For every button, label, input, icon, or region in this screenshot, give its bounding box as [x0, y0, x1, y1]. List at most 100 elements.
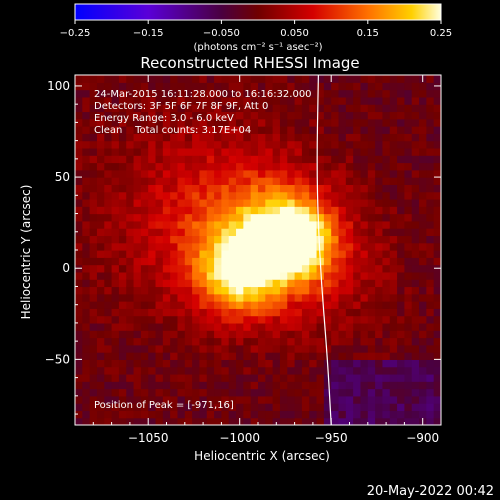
heatmap-cell: [419, 198, 427, 207]
heatmap-cell: [228, 191, 237, 200]
heatmap-cell: [192, 82, 201, 91]
heatmap-cell: [214, 271, 222, 280]
heatmap-cell: [360, 344, 369, 353]
heatmap-cell: [228, 352, 237, 360]
heatmap-cell: [243, 111, 252, 120]
heatmap-cell: [118, 279, 127, 288]
heatmap-cell: [397, 96, 405, 105]
heatmap-cell: [89, 271, 98, 280]
heatmap-cell: [199, 344, 208, 353]
heatmap-cell: [419, 228, 427, 237]
heatmap-cell: [104, 381, 113, 390]
heatmap-cell: [206, 417, 215, 425]
heatmap-cell: [184, 104, 193, 113]
heatmap-cell: [221, 242, 230, 251]
heatmap-cell: [323, 118, 332, 127]
heatmap-cell: [272, 410, 281, 419]
heatmap-cell: [155, 373, 164, 382]
heatmap-cell: [367, 220, 376, 229]
heatmap-cell: [206, 330, 215, 339]
heatmap-cell: [148, 133, 157, 142]
heatmap-cell: [375, 279, 384, 288]
heatmap-cell: [206, 118, 215, 127]
heatmap-cell: [411, 257, 420, 266]
heatmap-cell: [323, 417, 332, 425]
heatmap-cell: [104, 315, 113, 324]
y-tick-label: −50: [45, 352, 70, 366]
heatmap-cell: [389, 373, 398, 382]
heatmap-cell: [287, 75, 296, 83]
heatmap-cell: [353, 366, 362, 375]
heatmap-cell: [389, 235, 398, 244]
heatmap-cell: [214, 395, 222, 404]
heatmap-cell: [353, 322, 362, 331]
heatmap-cell: [287, 381, 296, 390]
heatmap-cell: [104, 104, 113, 113]
heatmap-cell: [309, 308, 318, 317]
heatmap-cell: [397, 82, 405, 91]
heatmap-cell: [162, 322, 171, 331]
heatmap-cell: [228, 403, 237, 412]
heatmap-cell: [184, 403, 193, 412]
heatmap-cell: [316, 330, 325, 339]
heatmap-cell: [375, 213, 384, 222]
heatmap-cell: [111, 140, 120, 149]
heatmap-cell: [206, 220, 215, 229]
heatmap-cell: [221, 279, 230, 288]
heatmap-cell: [397, 373, 405, 382]
heatmap-cell: [111, 177, 120, 185]
heatmap-cell: [316, 344, 325, 353]
heatmap-cell: [301, 381, 310, 390]
heatmap-cell: [331, 235, 340, 244]
heatmap-cell: [236, 286, 244, 295]
heatmap-cell: [389, 330, 398, 339]
heatmap-cell: [287, 89, 296, 98]
heatmap-cell: [199, 118, 208, 127]
heatmap-cell: [309, 344, 318, 353]
heatmap-cell: [221, 198, 230, 207]
heatmap-cell: [279, 162, 288, 171]
heatmap-cell: [404, 410, 413, 419]
heatmap-cell: [316, 373, 325, 382]
heatmap-cell: [162, 118, 171, 127]
heatmap-cell: [214, 359, 222, 368]
heatmap-cell: [126, 133, 135, 142]
heatmap-cell: [192, 206, 201, 215]
heatmap-cell: [309, 395, 318, 404]
heatmap-cell: [184, 133, 193, 142]
heatmap-cell: [82, 271, 91, 280]
heatmap-cell: [309, 264, 318, 273]
heatmap-cell: [375, 89, 384, 98]
heatmap-cell: [404, 75, 413, 83]
heatmap-cell: [250, 257, 259, 266]
heatmap-cell: [111, 337, 120, 346]
heatmap-cell: [353, 257, 362, 266]
heatmap-cell: [126, 250, 135, 258]
heatmap-cell: [177, 75, 186, 83]
heatmap-cell: [301, 330, 310, 339]
heatmap-cell: [162, 388, 171, 397]
heatmap-cell: [272, 264, 281, 273]
heatmap-cell: [272, 373, 281, 382]
heatmap-cell: [382, 228, 391, 237]
heatmap-cell: [221, 373, 230, 382]
heatmap-cell: [309, 155, 318, 164]
heatmap-cell: [236, 198, 244, 207]
heatmap-cell: [433, 162, 441, 171]
heatmap-cell: [155, 191, 164, 200]
heatmap-cell: [126, 366, 135, 375]
heatmap-cell: [389, 111, 398, 120]
heatmap-cell: [162, 89, 171, 98]
heatmap-cell: [170, 133, 179, 142]
heatmap-cell: [118, 410, 127, 419]
heatmap-cell: [301, 410, 310, 419]
heatmap-cell: [89, 147, 98, 156]
heatmap-cell: [96, 169, 105, 178]
heatmap-cell: [206, 75, 215, 83]
heatmap-cell: [338, 388, 347, 397]
heatmap-cell: [360, 315, 369, 324]
heatmap-cell: [184, 155, 193, 164]
heatmap-cell: [382, 75, 391, 83]
heatmap-cell: [265, 133, 274, 142]
heatmap-cell: [82, 366, 91, 375]
